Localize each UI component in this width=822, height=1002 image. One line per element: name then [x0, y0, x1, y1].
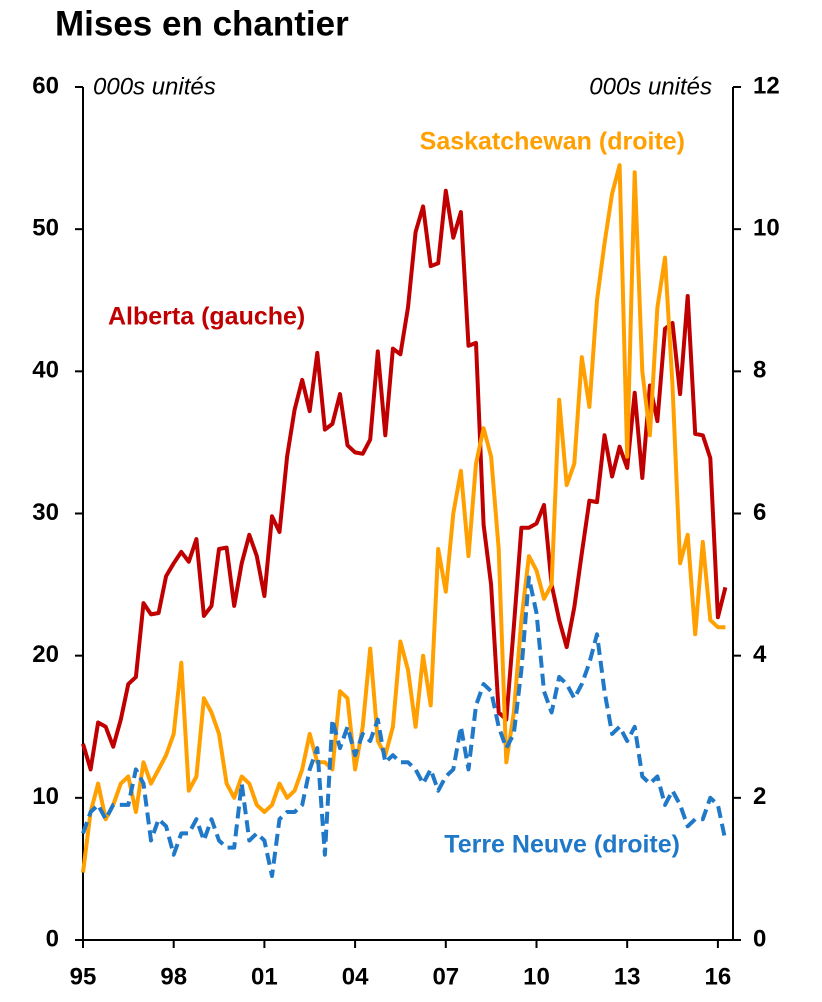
- y2-tick-label: 10: [753, 215, 780, 242]
- x-tick-label: 04: [342, 963, 369, 990]
- series-line: [81, 163, 726, 873]
- y2-tick-label: 12: [753, 72, 780, 99]
- x-tick-label: 13: [614, 963, 641, 990]
- x-tick-label: 98: [160, 963, 187, 990]
- x-tick-label: 16: [705, 963, 732, 990]
- y-tick-label: 30: [32, 499, 59, 526]
- y-tick-label: 20: [32, 641, 59, 668]
- series-line: [81, 188, 728, 772]
- y2-tick-label: 6: [753, 499, 766, 526]
- x-tick-label: 95: [70, 963, 97, 990]
- left-unit: 000s unités: [93, 73, 216, 100]
- right-unit: 000s unités: [589, 73, 712, 100]
- y-tick-label: 60: [32, 72, 59, 99]
- series-line: [81, 575, 728, 878]
- y2-tick-label: 4: [753, 641, 767, 668]
- x-tick-label: 10: [523, 963, 550, 990]
- y-tick-label: 50: [32, 215, 59, 242]
- series-label: Alberta (gauche): [108, 303, 305, 331]
- y2-tick-label: 8: [753, 357, 766, 384]
- y2-tick-label: 0: [753, 925, 766, 952]
- y-tick-label: 0: [46, 925, 59, 952]
- y-tick-label: 40: [32, 357, 59, 384]
- series-label: Terre Neuve (droite): [444, 831, 680, 859]
- y2-tick-label: 2: [753, 783, 766, 810]
- y-tick-label: 10: [32, 783, 59, 810]
- series-label: Saskatchewan (droite): [420, 128, 685, 156]
- x-tick-label: 07: [432, 963, 459, 990]
- x-tick-label: 01: [251, 963, 278, 990]
- chart-title: Mises en chantier: [55, 4, 349, 43]
